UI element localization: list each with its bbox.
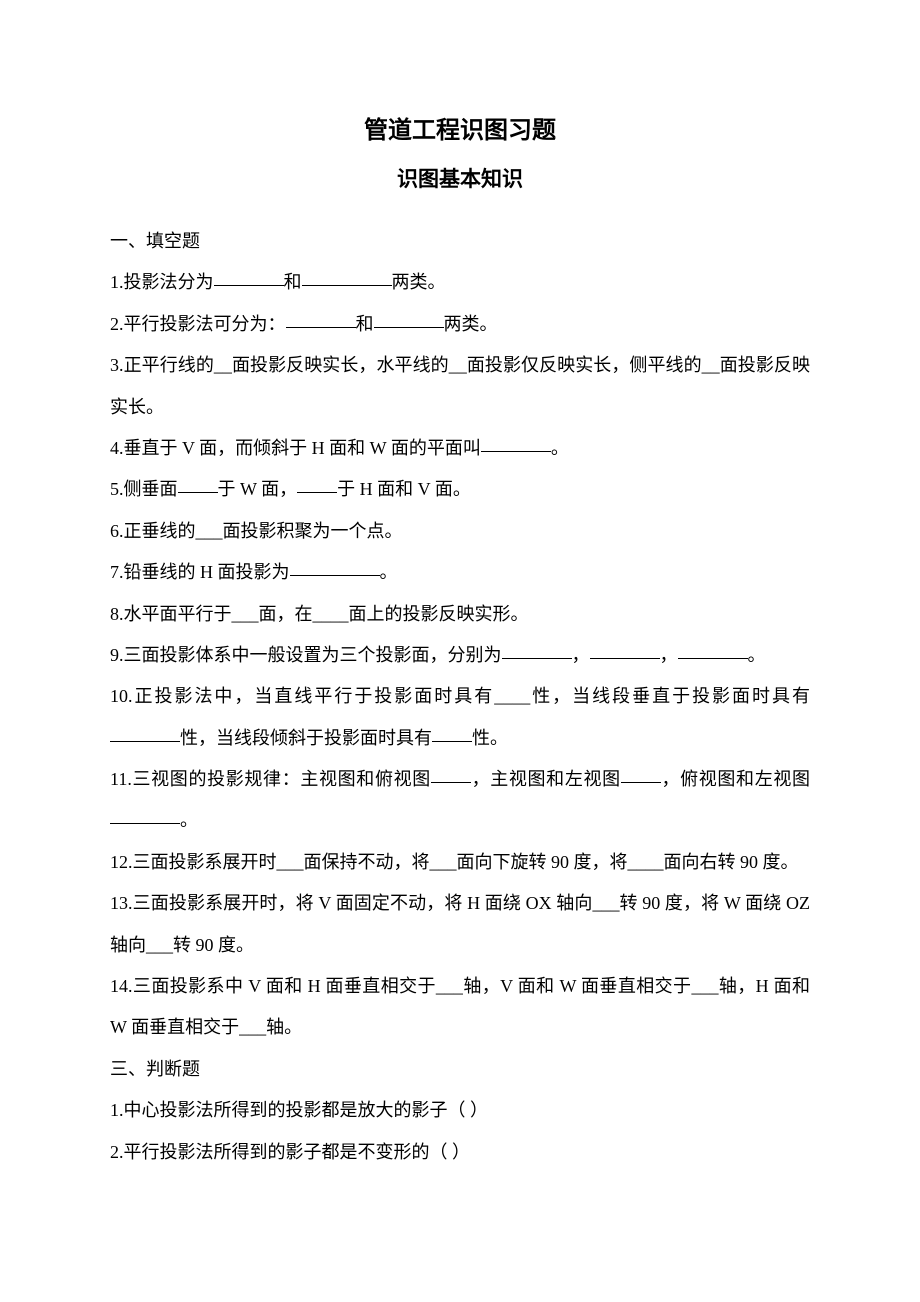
judgment-question-1: 1.中心投影法所得到的投影都是放大的影子（ ） [110,1090,810,1131]
q10-part-a: 10.正投影法中，当直线平行于投影面时具有____性，当线段垂直于投影面时具有 [110,686,810,706]
q1-part-a: 1.投影法分为 [110,272,214,292]
q9-part-b: ， [572,645,590,665]
blank [290,558,380,576]
question-9: 9.三面投影体系中一般设置为三个投影面，分别为 ， ， 。 [110,635,810,676]
question-12: 12.三面投影系展开时___面保持不动，将___面向下旋转 90 度，将____… [110,842,810,883]
question-13: 13.三面投影系展开时，将 V 面固定不动，将 H 面绕 OX 轴向___转 9… [110,883,810,966]
q9-part-c: ， [660,645,678,665]
q11-part-d: 。 [180,810,198,830]
question-3: 3.正平行线的__面投影反映实长，水平线的__面投影仅反映实长，侧平线的__面投… [110,345,810,428]
q4-part-a: 4.垂直于 V 面，而倾斜于 H 面和 W 面的平面叫 [110,438,481,458]
section-3-heading: 三、判断题 [110,1049,810,1090]
question-10: 10.正投影法中，当直线平行于投影面时具有____性，当线段垂直于投影面时具有性… [110,676,810,759]
blank [502,641,572,659]
blank [214,268,284,286]
blank [110,806,180,824]
document-subtitle: 识图基本知识 [110,163,810,193]
q11-part-b: ，主视图和左视图 [471,769,621,789]
question-4: 4.垂直于 V 面，而倾斜于 H 面和 W 面的平面叫 。 [110,428,810,469]
q2-part-c: 两类。 [444,314,498,334]
question-11: 11.三视图的投影规律：主视图和俯视图 ，主视图和左视图 ，俯视图和左视图。 [110,759,810,842]
blank [481,434,551,452]
blank [286,310,356,328]
question-5: 5.侧垂面 于 W 面， 于 H 面和 V 面。 [110,469,810,510]
blank [374,310,444,328]
blank [302,268,392,286]
blank [432,724,472,742]
blank [621,765,661,783]
question-7: 7.铅垂线的 H 面投影为 。 [110,552,810,593]
q4-part-b: 。 [551,438,569,458]
q5-part-b: 于 W 面， [218,479,298,499]
judgment-question-2: 2.平行投影法所得到的影子都是不变形的（ ） [110,1132,810,1173]
question-6: 6.正垂线的___面投影积聚为一个点。 [110,511,810,552]
blank [110,724,180,742]
blank [431,765,471,783]
q9-part-a: 9.三面投影体系中一般设置为三个投影面，分别为 [110,645,502,665]
q10-part-c: 性。 [472,728,508,748]
question-1: 1.投影法分为 和 两类。 [110,262,810,303]
q2-part-b: 和 [356,314,374,334]
q1-part-c: 两类。 [392,272,446,292]
q7-part-a: 7.铅垂线的 H 面投影为 [110,562,290,582]
q10-part-b: 性，当线段倾斜于投影面时具有 [180,728,432,748]
question-8: 8.水平面平行于___面，在____面上的投影反映实形。 [110,594,810,635]
blank [178,475,218,493]
q1-part-b: 和 [284,272,302,292]
question-2: 2.平行投影法可分为： 和 两类。 [110,304,810,345]
section-1-heading: 一、填空题 [110,221,810,262]
q7-part-b: 。 [380,562,398,582]
q11-part-c: ，俯视图和左视图 [661,769,810,789]
blank [590,641,660,659]
q9-part-d: 。 [748,645,766,665]
q5-part-a: 5.侧垂面 [110,479,178,499]
question-14: 14.三面投影系中 V 面和 H 面垂直相交于___轴，V 面和 W 面垂直相交… [110,966,810,1049]
q2-part-a: 2.平行投影法可分为： [110,314,286,334]
document-title: 管道工程识图习题 [110,110,810,145]
q5-part-c: 于 H 面和 V 面。 [337,479,471,499]
blank [678,641,748,659]
q11-part-a: 11.三视图的投影规律：主视图和俯视图 [110,769,431,789]
blank [297,475,337,493]
